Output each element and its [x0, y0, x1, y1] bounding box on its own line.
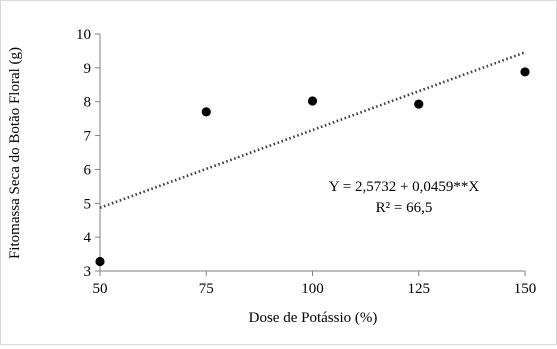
- x-axis-title: Dose de Potássio (%): [249, 310, 378, 326]
- x-tick-labels: 50 75 100 125 150: [93, 271, 537, 297]
- data-point: [414, 99, 424, 109]
- data-point: [95, 256, 105, 267]
- y-tick-label: 6: [84, 162, 92, 178]
- r-squared-label: R² = 66,5: [376, 200, 433, 216]
- x-tick-label: 100: [301, 281, 324, 297]
- x-tick-label: 150: [514, 281, 537, 297]
- y-tick-label: 5: [84, 196, 92, 212]
- y-axis-title: Fitomassa Seca do Botão Floral (g): [7, 47, 23, 259]
- y-tick-label: 7: [84, 129, 92, 145]
- y-tick-label: 8: [84, 95, 92, 111]
- axes: [99, 34, 525, 272]
- y-tick-label: 4: [84, 230, 92, 246]
- data-point: [307, 96, 318, 106]
- x-tick-label: 75: [199, 281, 214, 297]
- y-tick-labels: 3 4 5 6 7 8 9 10: [76, 27, 100, 280]
- x-tick-label: 50: [93, 281, 108, 297]
- data-points: [95, 67, 530, 267]
- scatter-chart: 3 4 5 6 7 8 9 10 50 75 100 125 150 Y = 2,5732 + 0,0…: [7, 27, 537, 326]
- y-tick-label: 9: [84, 61, 92, 77]
- data-point: [201, 107, 211, 117]
- y-tick-label: 3: [84, 264, 92, 280]
- y-tick-label: 10: [76, 27, 91, 43]
- data-point: [520, 67, 530, 77]
- x-tick-label: 125: [408, 281, 431, 297]
- regression-equation: Y = 2,5732 + 0,0459**X: [329, 179, 480, 195]
